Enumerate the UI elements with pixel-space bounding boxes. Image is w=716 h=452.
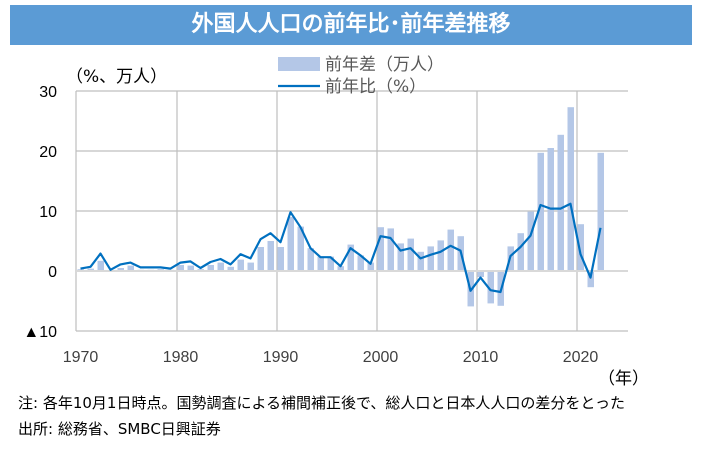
bar-2016 <box>537 152 544 271</box>
y-tick-label: 10 <box>39 204 57 221</box>
bar-1990 <box>277 247 284 271</box>
bar-2006 <box>437 240 444 271</box>
bar-2005 <box>427 246 434 271</box>
bar-2021 <box>587 271 594 288</box>
x-tick-label: 1980 <box>163 349 199 366</box>
bar-1986 <box>237 259 244 271</box>
bar-2000 <box>377 227 384 271</box>
bar-2020 <box>577 224 584 271</box>
bar-1971 <box>87 268 94 271</box>
bar-2014 <box>517 233 524 271</box>
bar-1989 <box>267 241 274 271</box>
bar-1983 <box>207 265 214 271</box>
bar-2015 <box>527 211 534 271</box>
bar-1996 <box>337 266 344 271</box>
y-axis-unit: （%、万人） <box>66 67 167 87</box>
bar-1993 <box>307 248 314 271</box>
bar-1991 <box>287 217 294 271</box>
bar-1994 <box>317 256 324 271</box>
bar-2010 <box>477 271 484 277</box>
bar-1987 <box>247 262 254 271</box>
x-axis-unit: （年） <box>598 369 649 389</box>
legend-bar-label: 前年差（万人） <box>325 55 444 75</box>
bar-2007 <box>447 229 454 271</box>
bar-1980 <box>177 265 184 271</box>
bar-2011 <box>487 271 494 304</box>
bar-1984 <box>217 262 224 271</box>
x-tick-label: 2000 <box>363 349 399 366</box>
chart-title: 外国人人口の前年比･前年差推移 <box>10 5 692 45</box>
bar-1972 <box>97 260 104 271</box>
bar-1985 <box>227 266 234 271</box>
bar-1981 <box>187 265 194 271</box>
x-tick-label: 1970 <box>63 349 99 366</box>
bar-1998 <box>357 255 364 271</box>
y-tick-label: ▲10 <box>23 324 57 341</box>
chart-source: 出所: 総務省、SMBC日興証券 <box>18 420 221 438</box>
bar-2018 <box>557 134 564 271</box>
bar-1995 <box>327 256 334 271</box>
bar-2022 <box>597 152 604 271</box>
bar-1992 <box>297 226 304 271</box>
y-tick-label: 20 <box>39 144 57 161</box>
bar-2003 <box>407 238 414 271</box>
x-tick-label: 2020 <box>563 349 599 366</box>
y-tick-label: 0 <box>48 264 57 281</box>
bar-1997 <box>347 244 354 271</box>
legend-bar-swatch <box>278 57 320 71</box>
bar-1999 <box>367 262 374 271</box>
chart-note: 注: 各年10月1日時点。国勢調査による補間補正後で、総人口と日本人人口の差分を… <box>18 394 625 412</box>
bar-2004 <box>417 251 424 271</box>
bar-2001 <box>387 228 394 271</box>
bar-2002 <box>397 243 404 271</box>
x-tick-label: 2010 <box>463 349 499 366</box>
y-tick-label: 30 <box>39 84 57 101</box>
x-tick-label: 1990 <box>263 349 299 366</box>
legend-line-label: 前年比（%） <box>325 77 426 97</box>
bar-2019 <box>567 107 574 271</box>
bar-1974 <box>117 268 124 271</box>
bar-1975 <box>127 265 134 271</box>
bar-1988 <box>257 247 264 271</box>
